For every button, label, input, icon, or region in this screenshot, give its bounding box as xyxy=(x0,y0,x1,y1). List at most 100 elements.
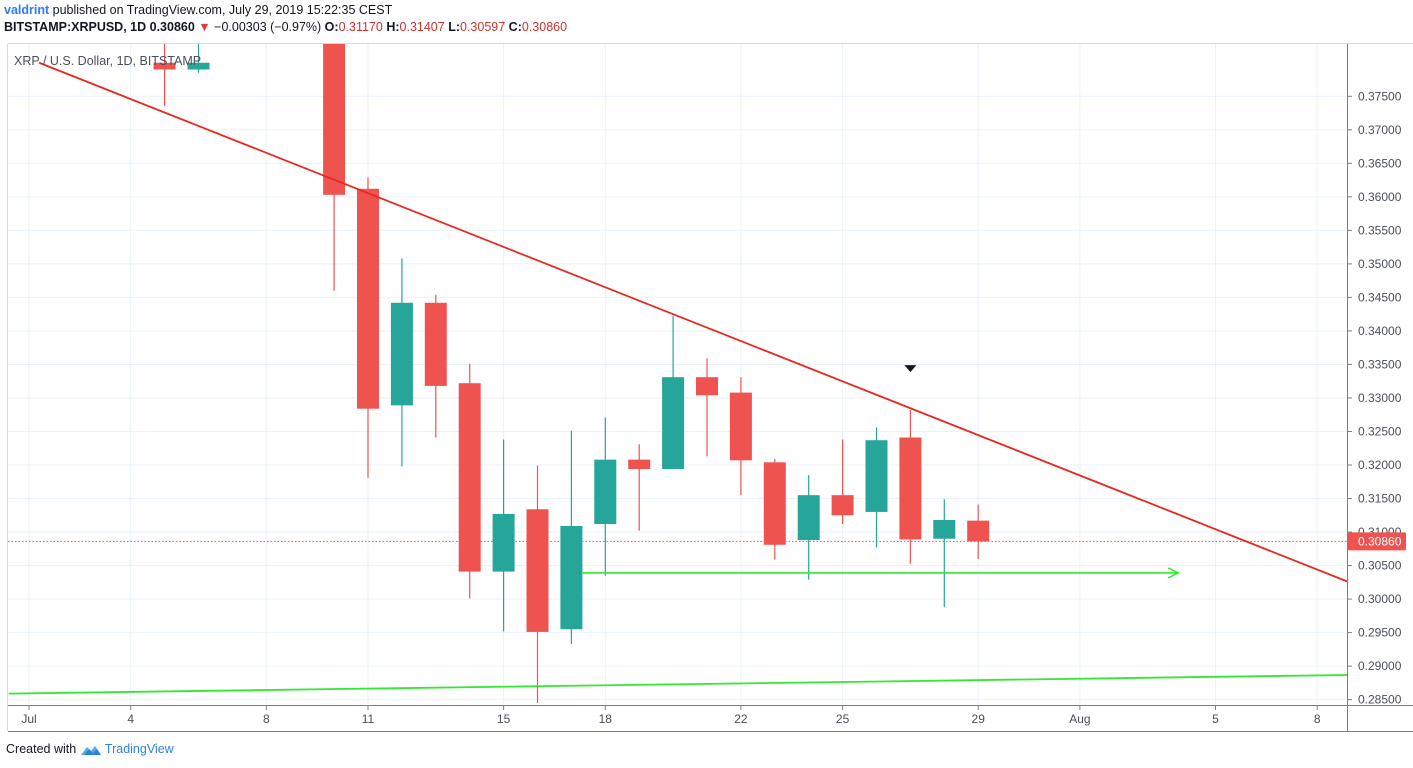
candle-body xyxy=(967,520,990,542)
candle xyxy=(662,316,685,470)
y-tick-label: 0.29500 xyxy=(1358,626,1402,640)
candle-body xyxy=(492,513,515,572)
y-tick-label: 0.37000 xyxy=(1358,123,1402,137)
candle-body xyxy=(560,526,583,630)
x-tick-label: 22 xyxy=(734,712,748,726)
support-trendline xyxy=(8,674,1347,695)
publish-line: valdrint published on TradingView.com, J… xyxy=(4,2,1404,19)
candle-body xyxy=(933,519,956,539)
current-price-label: 0.30860 xyxy=(1358,534,1402,548)
x-tick-label: 11 xyxy=(362,712,375,726)
candle xyxy=(187,44,210,73)
created-with-text: Created with xyxy=(6,742,77,756)
candle xyxy=(763,458,786,560)
chart-header: valdrint published on TradingView.com, J… xyxy=(4,2,1404,36)
candle xyxy=(899,410,922,564)
last-price: 0.30860 xyxy=(149,20,195,34)
y-tick-label: 0.31500 xyxy=(1358,492,1402,506)
y-tick-label: 0.35000 xyxy=(1358,257,1402,271)
candle xyxy=(357,177,379,478)
open-value: 0.31170 xyxy=(338,20,383,34)
tradingview-logo-icon xyxy=(80,746,101,755)
candle xyxy=(933,499,956,608)
candle-body xyxy=(696,377,718,396)
plot-area xyxy=(8,44,1347,703)
x-tick-label: Jul xyxy=(21,712,36,726)
y-tick-label: 0.36000 xyxy=(1358,190,1402,204)
high-value: 0.31407 xyxy=(399,20,445,34)
down-triangle-marker xyxy=(904,365,917,373)
candle xyxy=(628,444,651,531)
published-text: published on TradingView.com, July 29, 2… xyxy=(52,3,393,17)
author-name[interactable]: valdrint xyxy=(4,3,50,17)
candle xyxy=(492,439,515,632)
candle xyxy=(696,358,718,457)
x-tick-label: 15 xyxy=(497,712,511,726)
candle-body xyxy=(628,459,651,470)
candle xyxy=(831,439,854,524)
candle-body xyxy=(458,383,481,572)
x-tick-label: 8 xyxy=(1314,712,1321,726)
candle xyxy=(865,427,888,548)
candles xyxy=(153,44,990,703)
symbol-label: BITSTAMP:XRPUSD, 1D xyxy=(4,20,147,34)
down-arrow-icon: ▼ xyxy=(198,20,211,34)
candle-body xyxy=(763,462,786,545)
y-tick-label: 0.33500 xyxy=(1358,357,1402,371)
tradingview-brand[interactable]: TradingView xyxy=(104,742,174,756)
candle xyxy=(526,465,549,703)
candle-body xyxy=(357,188,379,409)
y-tick-label: 0.30500 xyxy=(1358,559,1402,573)
candle-body xyxy=(153,62,176,70)
candle-body xyxy=(390,302,413,406)
y-tick-label: 0.32500 xyxy=(1358,424,1402,438)
x-tick-label: Aug xyxy=(1069,712,1090,726)
candle-body xyxy=(526,509,549,632)
y-tick-label: 0.32000 xyxy=(1358,458,1402,472)
y-tick-label: 0.33000 xyxy=(1358,391,1402,405)
candle-body xyxy=(797,495,820,541)
high-label: H: xyxy=(386,20,400,34)
candle-body xyxy=(865,440,888,512)
candle-body xyxy=(187,62,210,70)
resistance-trendline xyxy=(38,61,1347,583)
x-tick-label: 8 xyxy=(263,712,270,726)
y-tick-label: 0.36500 xyxy=(1358,156,1402,170)
x-tick-label: 5 xyxy=(1212,712,1219,726)
y-tick-label: 0.37500 xyxy=(1358,89,1402,103)
footer: Created with TradingView xyxy=(6,742,174,756)
grid xyxy=(8,44,1347,705)
candle-body xyxy=(662,377,685,470)
candle-body xyxy=(729,392,752,461)
low-label: L: xyxy=(448,20,460,34)
y-tick-label: 0.34000 xyxy=(1358,324,1402,338)
y-tick-label: 0.30000 xyxy=(1358,592,1402,606)
candle xyxy=(967,504,990,559)
candle xyxy=(323,44,346,291)
candle xyxy=(729,377,752,496)
candle-body xyxy=(323,44,346,195)
price-change: −0.00303 (−0.97%) xyxy=(214,20,322,34)
y-tick-label: 0.28500 xyxy=(1358,693,1402,707)
candle xyxy=(458,363,481,599)
close-value: 0.30860 xyxy=(521,20,568,34)
current-price-badge xyxy=(1348,532,1406,551)
x-tick-label: 18 xyxy=(599,712,613,726)
candle xyxy=(424,294,447,438)
candle-body xyxy=(594,459,617,524)
x-tick-label: 4 xyxy=(127,712,134,726)
candle xyxy=(797,475,820,580)
candle xyxy=(153,44,176,107)
candle xyxy=(560,430,583,644)
y-tick-label: 0.34500 xyxy=(1358,290,1402,304)
ohlc-line: BITSTAMP:XRPUSD, 1D 0.30860 ▼ −0.00303 (… xyxy=(4,19,1404,36)
candle xyxy=(390,258,413,467)
low-value: 0.30597 xyxy=(460,20,506,34)
chart-title: XRP / U.S. Dollar, 1D, BITSTAMP xyxy=(14,54,201,68)
y-tick-label: 0.29000 xyxy=(1358,659,1402,673)
x-tick-label: 25 xyxy=(836,712,850,726)
candle-body xyxy=(899,437,922,540)
open-label: O: xyxy=(324,20,339,34)
candle-body xyxy=(424,302,447,386)
